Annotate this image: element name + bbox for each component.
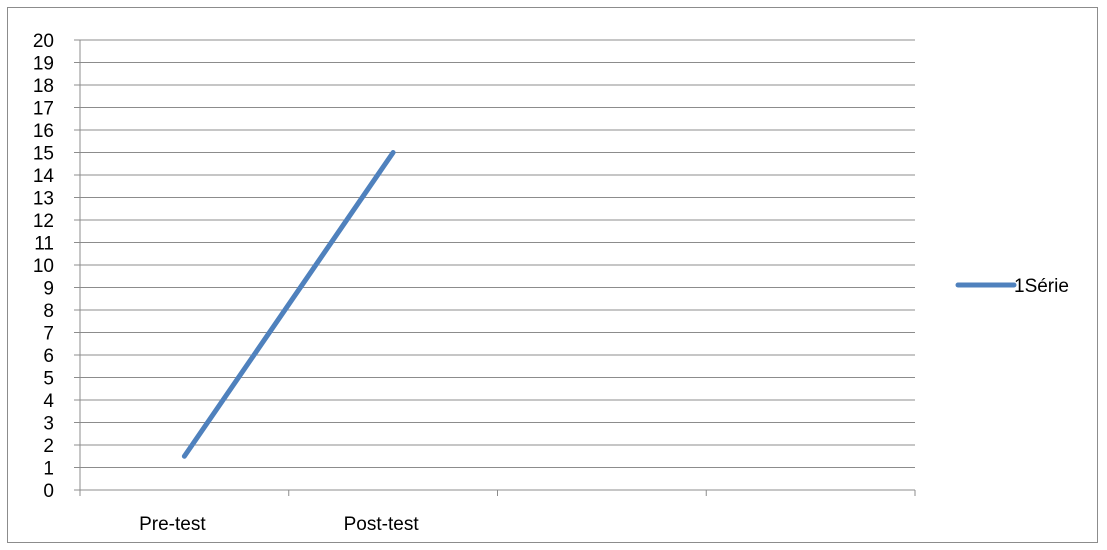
y-tick-label: 11 <box>34 234 54 255</box>
y-tick-label: 4 <box>43 391 54 412</box>
y-tick-label: 6 <box>43 346 54 367</box>
y-tick-label: 20 <box>33 31 54 52</box>
y-tick-label: 8 <box>43 301 54 322</box>
y-tick-label: 14 <box>33 166 55 187</box>
y-tick-label: 15 <box>33 144 54 165</box>
y-tick-label: 18 <box>33 76 54 97</box>
legend-label: 1Série <box>1014 276 1069 297</box>
series-group <box>181 150 396 459</box>
y-tick-label: 19 <box>33 54 54 75</box>
y-tick-label: 17 <box>33 99 54 120</box>
y-tick-label: 1 <box>43 459 54 480</box>
legend: 1Série <box>955 276 1069 297</box>
y-tick-label: 9 <box>43 279 54 300</box>
y-tick-label: 10 <box>33 256 54 277</box>
y-tick-label: 2 <box>43 436 54 457</box>
y-tick-label: 13 <box>33 189 54 210</box>
x-tick-label: Post-test <box>344 514 420 535</box>
y-tick-label: 7 <box>43 324 54 345</box>
y-tick-label: 12 <box>33 211 54 232</box>
y-tick-label: 3 <box>43 414 54 435</box>
y-tick-label: 0 <box>43 481 54 502</box>
chart-frame <box>7 7 1098 543</box>
x-tick-label: Pre-test <box>139 514 206 535</box>
y-tick-label: 16 <box>33 121 54 142</box>
y-tick-label: 5 <box>43 369 54 390</box>
series-line <box>181 150 396 459</box>
x-axis-ticks: Pre-test Post-test <box>79 490 916 535</box>
gridlines <box>80 39 915 468</box>
